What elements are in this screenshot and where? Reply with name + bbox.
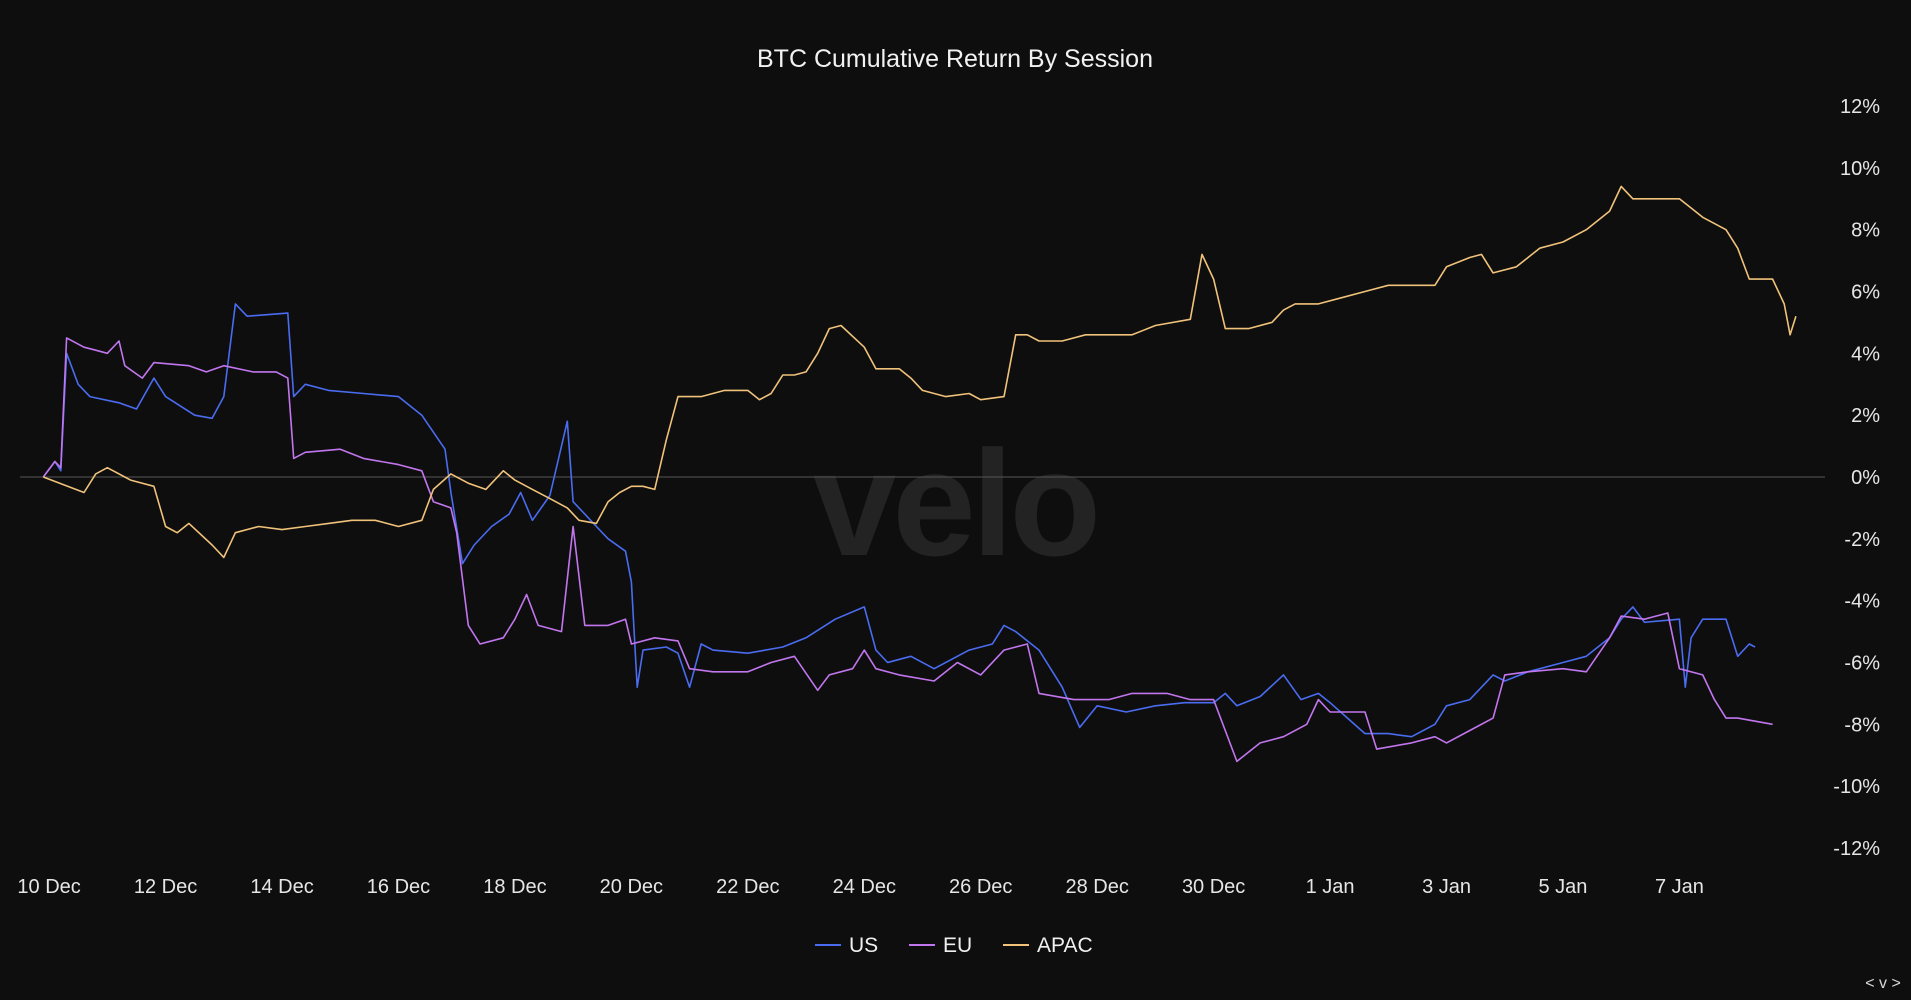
x-tick-label: 7 Jan [1655, 876, 1704, 898]
legend-label: US [849, 934, 878, 957]
x-tick-label: 18 Dec [483, 876, 546, 898]
x-tick-label: 20 Dec [600, 876, 663, 898]
x-tick-label: 10 Dec [17, 876, 80, 898]
x-tick-label: 12 Dec [134, 876, 197, 898]
y-tick-label: -2% [1844, 529, 1880, 551]
y-tick-label: -8% [1844, 714, 1880, 736]
legend-label: APAC [1037, 934, 1093, 957]
x-axis: 10 Dec 12 Dec 14 Dec 16 Dec 18 Dec 20 Dec 22 D… [17, 876, 1703, 898]
x-tick-label: 30 Dec [1182, 876, 1245, 898]
series-line-eu [42, 337, 1773, 763]
x-tick-label: 26 Dec [949, 876, 1012, 898]
y-tick-label: -10% [1833, 776, 1880, 798]
y-tick-label: 4% [1851, 343, 1880, 365]
y-tick-label: 10% [1840, 158, 1880, 180]
x-tick-label: 1 Jan [1306, 876, 1355, 898]
legend[interactable]: US EU APAC [815, 934, 1093, 957]
navigation-control[interactable]: < v > [1865, 975, 1901, 992]
chart-title: BTC Cumulative Return By Session [757, 45, 1153, 73]
legend-item-apac[interactable]: APAC [1003, 934, 1093, 957]
y-tick-label: 6% [1851, 282, 1880, 304]
x-tick-label: 14 Dec [250, 876, 313, 898]
series-line-us [42, 303, 1756, 738]
y-tick-label: -12% [1833, 838, 1880, 860]
x-tick-label: 28 Dec [1065, 876, 1128, 898]
y-tick-label: 8% [1851, 220, 1880, 242]
y-tick-label: -6% [1844, 653, 1880, 675]
y-axis: 12% 10% 8% 6% 4% 2% 0% -2% -4% -6% -8% -10% -12% [1833, 96, 1880, 860]
x-tick-label: 16 Dec [367, 876, 430, 898]
watermark: velo [813, 419, 1097, 587]
y-tick-label: 0% [1851, 467, 1880, 489]
y-tick-label: 12% [1840, 96, 1880, 118]
y-tick-label: -4% [1844, 591, 1880, 613]
x-tick-label: 24 Dec [833, 876, 896, 898]
legend-item-us[interactable]: US [815, 934, 878, 957]
series-line-apac [43, 185, 1797, 559]
legend-label: EU [943, 934, 972, 957]
series-lines [42, 185, 1797, 763]
y-tick-label: 2% [1851, 405, 1880, 427]
x-tick-label: 22 Dec [716, 876, 779, 898]
x-tick-label: 5 Jan [1539, 876, 1588, 898]
x-tick-label: 3 Jan [1422, 876, 1471, 898]
legend-item-eu[interactable]: EU [909, 934, 972, 957]
